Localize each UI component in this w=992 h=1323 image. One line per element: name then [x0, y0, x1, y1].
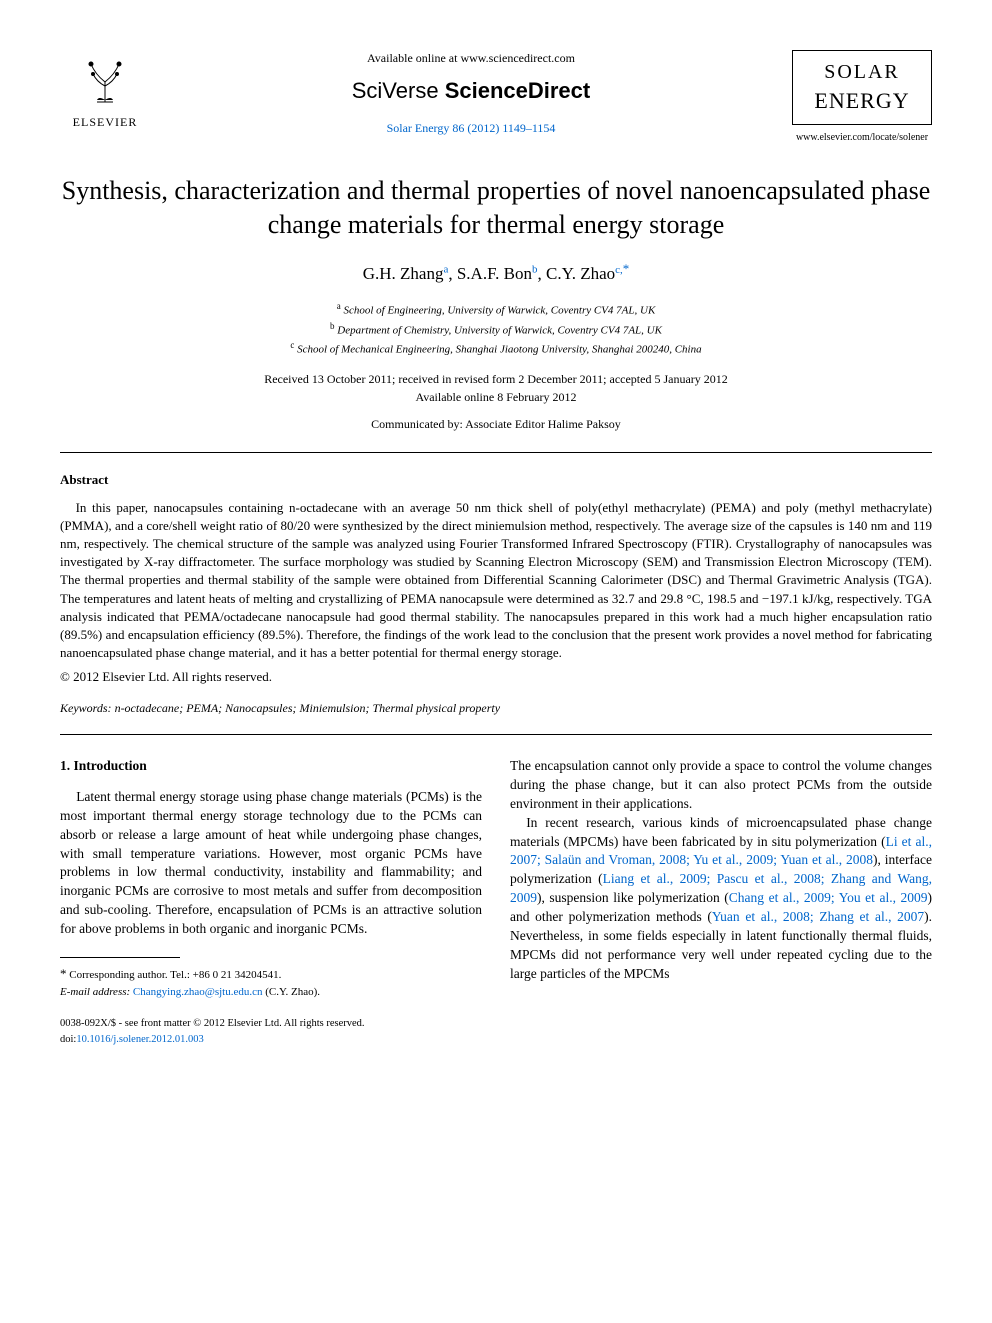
citation-link[interactable]: Solar Energy 86 (2012) 1149–1154 [170, 120, 772, 136]
journal-logo: SOLAR ENERGY [792, 50, 932, 125]
article-dates: Received 13 October 2011; received in re… [60, 370, 932, 406]
brand-sciverse: SciVerse [352, 78, 439, 103]
email-line: E-mail address: Changying.zhao@sjtu.edu.… [60, 984, 482, 1001]
abstract-body: In this paper, nanocapsules containing n… [60, 499, 932, 663]
doi-line: doi:10.1016/j.solener.2012.01.003 [60, 1032, 482, 1048]
right-column: The encapsulation cannot only provide a … [510, 757, 932, 1048]
journal-name-line2: ENERGY [797, 86, 927, 116]
front-matter-text: 0038-092X/$ - see front matter © 2012 El… [60, 1016, 482, 1032]
author: S.A.F. Bonb [457, 264, 538, 283]
dates-line2: Available online 8 February 2012 [60, 388, 932, 406]
front-matter-block: 0038-092X/$ - see front matter © 2012 El… [60, 1016, 482, 1048]
corresponding-author-note: * Corresponding author. Tel.: +86 0 21 3… [60, 964, 482, 984]
divider [60, 452, 932, 453]
divider [60, 734, 932, 735]
abstract-heading: Abstract [60, 471, 932, 489]
sciencedirect-brand: SciVerse ScienceDirect [170, 76, 772, 106]
email-tail: (C.Y. Zhao). [265, 986, 320, 998]
footnote-divider [60, 957, 180, 958]
right-para-1: The encapsulation cannot only provide a … [510, 757, 932, 814]
left-column: 1. Introduction Latent thermal energy st… [60, 757, 482, 1048]
citation-ref[interactable]: Yuan et al., 2008; Zhang et al., 2007 [712, 909, 924, 924]
author: G.H. Zhanga [363, 264, 449, 283]
brand-sciencedirect: ScienceDirect [445, 78, 591, 103]
journal-logo-block: SOLAR ENERGY www.elsevier.com/locate/sol… [792, 50, 932, 144]
authors-line: G.H. Zhanga, S.A.F. Bonb, C.Y. Zhaoc,* [60, 260, 932, 287]
affiliations: a School of Engineering, University of W… [60, 300, 932, 357]
citation-ref[interactable]: Chang et al., 2009; You et al., 2009 [729, 890, 928, 905]
affiliation: b Department of Chemistry, University of… [60, 320, 932, 339]
affiliation: a School of Engineering, University of W… [60, 300, 932, 319]
communicated-by: Communicated by: Associate Editor Halime… [60, 416, 932, 432]
affiliation: c School of Mechanical Engineering, Shan… [60, 339, 932, 358]
keywords-line: Keywords: n-octadecane; PEMA; Nanocapsul… [60, 700, 932, 716]
keywords-label: Keywords: [60, 701, 112, 715]
header-center: Available online at www.sciencedirect.co… [150, 50, 792, 136]
corresponding-star-icon: * [623, 261, 630, 276]
paper-header: ELSEVIER Available online at www.science… [60, 50, 932, 144]
star-icon: * [60, 966, 67, 981]
keywords-list: n-octadecane; PEMA; Nanocapsules; Miniem… [115, 701, 500, 715]
journal-url[interactable]: www.elsevier.com/locate/solener [792, 131, 932, 145]
available-online-text: Available online at www.sciencedirect.co… [170, 50, 772, 66]
elsevier-logo-block: ELSEVIER [60, 50, 150, 130]
abstract-copyright: © 2012 Elsevier Ltd. All rights reserved… [60, 668, 932, 686]
elsevier-tree-icon [75, 50, 135, 110]
abstract-text: In this paper, nanocapsules containing n… [60, 499, 932, 663]
section-heading-intro: 1. Introduction [60, 757, 482, 776]
intro-paragraph: Latent thermal energy storage using phas… [60, 788, 482, 939]
email-link[interactable]: Changying.zhao@sjtu.edu.cn [133, 986, 263, 998]
elsevier-label: ELSEVIER [73, 114, 138, 130]
article-title: Synthesis, characterization and thermal … [60, 174, 932, 242]
doi-link[interactable]: 10.1016/j.solener.2012.01.003 [76, 1034, 203, 1045]
right-para-2: In recent research, various kinds of mic… [510, 814, 932, 984]
footnotes: * Corresponding author. Tel.: +86 0 21 3… [60, 964, 482, 1000]
author: C.Y. Zhaoc,* [546, 264, 629, 283]
dates-line1: Received 13 October 2011; received in re… [60, 370, 932, 388]
journal-name-line1: SOLAR [797, 59, 927, 86]
email-label: E-mail address: [60, 986, 130, 998]
two-column-body: 1. Introduction Latent thermal energy st… [60, 757, 932, 1048]
